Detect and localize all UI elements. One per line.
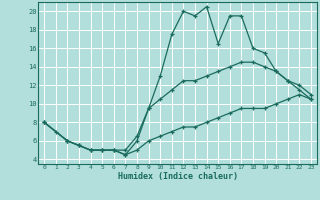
X-axis label: Humidex (Indice chaleur): Humidex (Indice chaleur) — [118, 172, 238, 181]
